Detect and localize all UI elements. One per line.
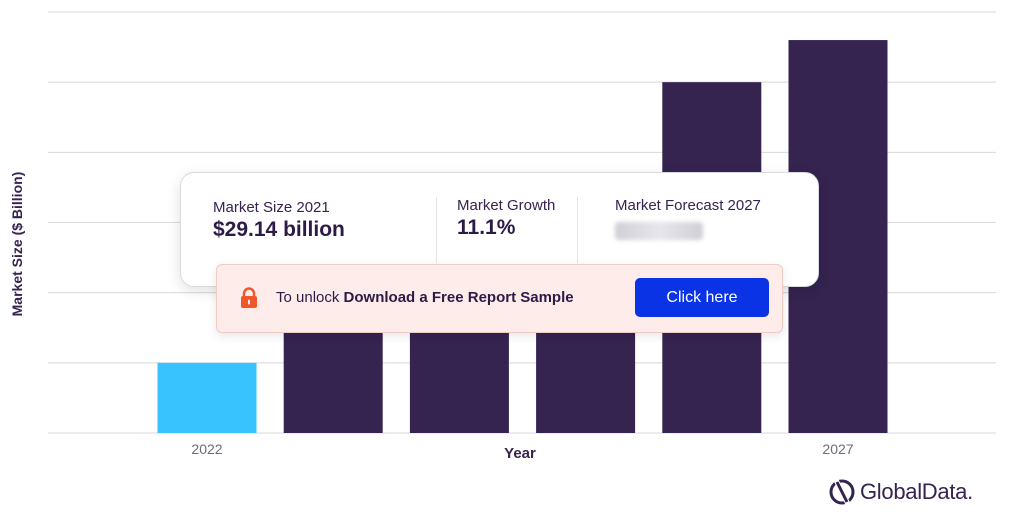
unlock-report-label: Download a Free Report Sample — [343, 289, 574, 306]
market-forecast-label: Market Forecast 2027 — [615, 197, 761, 214]
market-growth-value: 11.1% — [457, 216, 516, 239]
lock-icon — [239, 287, 259, 314]
unlock-banner: To unlock Download a Free Report Sample … — [216, 264, 783, 333]
market-growth-label: Market Growth — [457, 197, 556, 214]
market-size-label: Market Size 2021 — [213, 199, 330, 216]
market-forecast-value-blurred — [615, 222, 703, 240]
market-forecast-metric: Market Forecast 2027 — [615, 197, 761, 240]
divider — [577, 197, 578, 263]
x-tick-label-2027: 2027 — [822, 441, 854, 457]
bar-2022 — [157, 362, 257, 433]
market-growth-metric: Market Growth 11.1% — [457, 197, 555, 240]
click-here-button[interactable]: Click here — [635, 278, 769, 317]
y-axis-label: Market Size ($ Billion) — [9, 171, 25, 317]
globaldata-logo: GlobalData. — [827, 477, 973, 509]
globaldata-logo-icon — [829, 478, 855, 506]
market-size-value: $29.14 billion — [213, 218, 345, 241]
divider — [436, 197, 437, 263]
x-tick-label-2022: 2022 — [191, 441, 223, 457]
market-size-metric: Market Size 2021 $29.14 billion — [213, 199, 345, 242]
unlock-text: To unlock Download a Free Report Sample — [276, 289, 574, 306]
unlock-prefix: To unlock — [276, 289, 340, 306]
brand-name: GlobalData. — [860, 479, 973, 504]
x-axis-label: Year — [504, 445, 536, 462]
